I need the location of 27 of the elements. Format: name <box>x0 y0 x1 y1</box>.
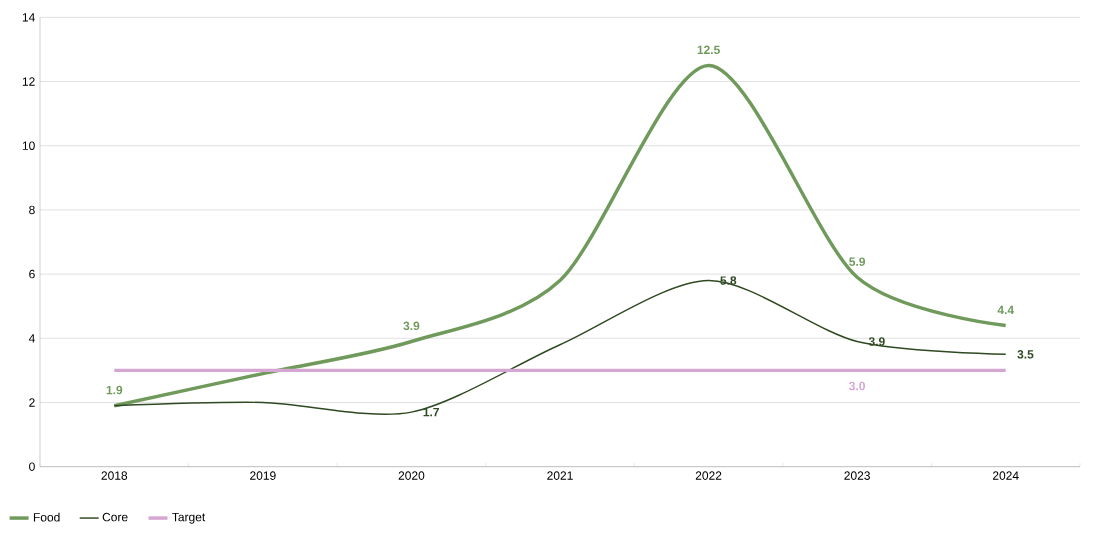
y-tick-label: 2 <box>29 398 35 407</box>
x-tick-label: 2022 <box>695 471 722 480</box>
x-tick-label: 2018 <box>101 471 128 480</box>
data-label: 1.7 <box>423 407 439 417</box>
data-label: 3.5 <box>1017 350 1034 359</box>
x-tick-label: 2023 <box>844 471 870 480</box>
y-tick-label: 0 <box>29 462 35 471</box>
data-label: 5.9 <box>849 257 866 266</box>
data-label: 1.9 <box>106 385 123 395</box>
data-label: 3.9 <box>868 337 885 346</box>
data-label: 12.5 <box>697 45 720 55</box>
x-tick-label: 2024 <box>992 471 1019 480</box>
legend-label: Food <box>33 512 60 522</box>
data-label: 4.4 <box>997 305 1014 315</box>
y-tick-label: 6 <box>29 269 35 279</box>
data-label: 3.0 <box>849 381 865 391</box>
x-tick-label: 2021 <box>547 471 573 480</box>
data-label: 3.9 <box>403 321 420 331</box>
y-tick-label: 12 <box>22 77 35 86</box>
legend-label: Core <box>102 512 128 522</box>
y-tick-label: 8 <box>29 205 35 215</box>
y-tick-label: 10 <box>22 141 35 150</box>
legend-label: Target <box>172 512 206 524</box>
x-tick-label: 2020 <box>398 471 425 480</box>
x-tick-label: 2019 <box>250 471 276 480</box>
y-tick-label: 14 <box>22 13 35 22</box>
y-tick-label: 4 <box>28 334 35 343</box>
